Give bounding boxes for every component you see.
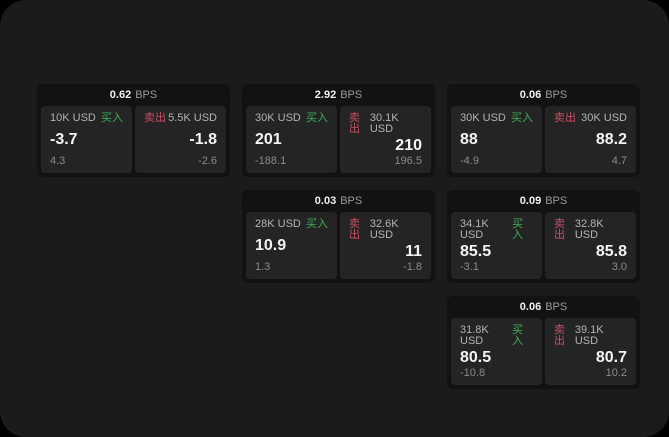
sell-delta: -2.6 bbox=[198, 155, 217, 167]
bps-unit-label: BPS bbox=[340, 195, 363, 207]
bps-unit-label: BPS bbox=[340, 89, 363, 101]
buy-price: 88 bbox=[460, 131, 478, 148]
buy-panel[interactable]: 34.1K USD 买入 85.5 -3.1 bbox=[451, 212, 542, 279]
buy-side-label: 买入 bbox=[512, 218, 524, 241]
sell-panel[interactable]: 卖出 32.6K USD 11 -1.8 bbox=[340, 212, 431, 279]
quote-card-6: 0.06 BPS 31.8K USD 买入 80.5 -10.8 卖 bbox=[447, 296, 640, 389]
buy-panel[interactable]: 31.8K USD 买入 80.5 -10.8 bbox=[451, 318, 542, 385]
quote-card-4: 0.03 BPS 28K USD 买入 10.9 1.3 卖出 bbox=[242, 190, 435, 283]
sell-amount: 32.8K USD bbox=[574, 218, 604, 241]
sell-side-label: 卖出 bbox=[554, 112, 576, 124]
bps-header: 0.06 BPS bbox=[451, 84, 636, 106]
bps-value: 2.92 bbox=[314, 89, 337, 101]
buy-amount: 10K USD bbox=[50, 112, 96, 124]
quote-card-5: 0.09 BPS 34.1K USD 买入 85.5 -3.1 卖出 bbox=[447, 190, 640, 283]
buy-side-label: 买入 bbox=[512, 324, 524, 347]
bps-header: 0.03 BPS bbox=[246, 190, 431, 212]
buy-price: 201 bbox=[255, 131, 282, 148]
bps-unit-label: BPS bbox=[545, 89, 568, 101]
bps-value: 0.06 bbox=[519, 301, 542, 313]
buy-panel[interactable]: 10K USD 买入 -3.7 4.3 bbox=[41, 106, 132, 173]
buy-amount: 30K USD bbox=[255, 112, 301, 124]
sell-delta: -1.8 bbox=[403, 261, 422, 273]
bps-unit-label: BPS bbox=[545, 195, 568, 207]
buy-side-label: 买入 bbox=[306, 218, 328, 230]
bps-header: 2.92 BPS bbox=[246, 84, 431, 106]
buy-side-label: 买入 bbox=[511, 112, 533, 124]
sell-amount: 39.1K USD bbox=[574, 324, 604, 347]
quote-panels: 28K USD 买入 10.9 1.3 卖出 32.6K USD 11 -1.8 bbox=[246, 212, 431, 279]
buy-delta: 4.3 bbox=[50, 155, 66, 167]
quote-card-1: 0.62 BPS 10K USD 买入 -3.7 4.3 卖出 bbox=[37, 84, 230, 177]
bps-value: 0.03 bbox=[314, 195, 337, 207]
bps-header: 0.09 BPS bbox=[451, 190, 636, 212]
sell-side-label: 卖出 bbox=[349, 112, 360, 135]
bps-value: 0.09 bbox=[519, 195, 542, 207]
sell-panel[interactable]: 卖出 5.5K USD -1.8 -2.6 bbox=[135, 106, 226, 173]
quote-panels: 34.1K USD 买入 85.5 -3.1 卖出 32.8K USD 85.8… bbox=[451, 212, 636, 279]
buy-price: 85.5 bbox=[460, 242, 492, 260]
sell-price: 88.2 bbox=[595, 131, 627, 148]
buy-amount: 28K USD bbox=[255, 218, 301, 230]
sell-delta: 196.5 bbox=[394, 155, 422, 167]
buy-price: 10.9 bbox=[255, 237, 287, 254]
sell-price: 80.7 bbox=[595, 348, 627, 366]
sell-delta: 4.7 bbox=[611, 155, 627, 167]
buy-amount: 30K USD bbox=[460, 112, 506, 124]
bps-unit-label: BPS bbox=[545, 301, 568, 313]
sell-amount: 30.1K USD bbox=[369, 112, 399, 135]
buy-amount: 34.1K USD bbox=[460, 218, 489, 241]
buy-panel[interactable]: 28K USD 买入 10.9 1.3 bbox=[246, 212, 337, 279]
buy-side-label: 买入 bbox=[101, 112, 123, 124]
quote-panels: 30K USD 买入 88 -4.9 卖出 30K USD 88.2 4.7 bbox=[451, 106, 636, 173]
sell-amount: 32.6K USD bbox=[369, 218, 399, 241]
buy-delta: -4.9 bbox=[460, 155, 479, 167]
quote-card-2: 2.92 BPS 30K USD 买入 201 -188.1 卖出 bbox=[242, 84, 435, 177]
sell-panel[interactable]: 卖出 39.1K USD 80.7 10.2 bbox=[545, 318, 636, 385]
sell-amount: 5.5K USD bbox=[168, 112, 217, 124]
buy-panel[interactable]: 30K USD 买入 201 -188.1 bbox=[246, 106, 337, 173]
sell-panel[interactable]: 卖出 30.1K USD 210 196.5 bbox=[340, 106, 431, 173]
sell-delta: 3.0 bbox=[611, 261, 627, 273]
quote-panels: 31.8K USD 买入 80.5 -10.8 卖出 39.1K USD 80.… bbox=[451, 318, 636, 385]
buy-amount: 31.8K USD bbox=[460, 324, 489, 347]
sell-price: 11 bbox=[405, 242, 422, 260]
sell-side-label: 卖出 bbox=[554, 218, 565, 241]
buy-delta: -188.1 bbox=[255, 155, 287, 167]
sell-delta: 10.2 bbox=[605, 367, 627, 379]
buy-delta: -10.8 bbox=[460, 367, 486, 379]
sell-side-label: 卖出 bbox=[554, 324, 565, 347]
bps-header: 0.62 BPS bbox=[41, 84, 226, 106]
sell-side-label: 卖出 bbox=[144, 112, 166, 124]
sell-side-label: 卖出 bbox=[349, 218, 360, 241]
bps-unit-label: BPS bbox=[135, 89, 158, 101]
sell-amount: 30K USD bbox=[581, 112, 627, 124]
quote-grid: 0.62 BPS 10K USD 买入 -3.7 4.3 卖出 bbox=[37, 84, 640, 389]
buy-price: 80.5 bbox=[460, 348, 492, 366]
bps-header: 0.06 BPS bbox=[451, 296, 636, 318]
buy-price: -3.7 bbox=[50, 131, 78, 148]
buy-delta: -3.1 bbox=[460, 261, 479, 273]
bps-value: 0.62 bbox=[109, 89, 132, 101]
sell-price: -1.8 bbox=[189, 131, 217, 148]
quote-panels: 10K USD 买入 -3.7 4.3 卖出 5.5K USD -1.8 -2.… bbox=[41, 106, 226, 173]
sell-panel[interactable]: 卖出 32.8K USD 85.8 3.0 bbox=[545, 212, 636, 279]
sell-price: 210 bbox=[395, 136, 422, 154]
sell-price: 85.8 bbox=[595, 242, 627, 260]
quote-panels: 30K USD 买入 201 -188.1 卖出 30.1K USD 210 1… bbox=[246, 106, 431, 173]
buy-panel[interactable]: 30K USD 买入 88 -4.9 bbox=[451, 106, 542, 173]
quote-card-3: 0.06 BPS 30K USD 买入 88 -4.9 卖出 bbox=[447, 84, 640, 177]
bps-value: 0.06 bbox=[519, 89, 542, 101]
buy-side-label: 买入 bbox=[306, 112, 328, 124]
sell-panel[interactable]: 卖出 30K USD 88.2 4.7 bbox=[545, 106, 636, 173]
buy-delta: 1.3 bbox=[255, 261, 271, 273]
